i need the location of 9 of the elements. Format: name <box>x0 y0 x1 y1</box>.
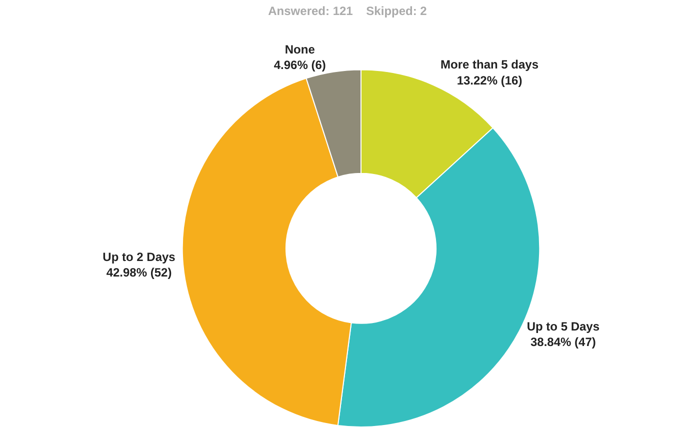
data-label: 42.98% (52) <box>106 265 172 280</box>
chart-title: Answered: 121 Skipped: 2 <box>268 4 428 18</box>
data-label: 13.22% (16) <box>456 73 522 88</box>
slice-label: Up to 2 Days <box>102 250 176 264</box>
slice-label: None <box>284 42 316 57</box>
slice-label: Up to 5 Days <box>526 319 600 334</box>
data-label: 4.96% (6) <box>274 58 326 72</box>
data-label: 38.84% (47) <box>530 334 596 349</box>
slice-label: More than 5 days <box>440 58 539 72</box>
